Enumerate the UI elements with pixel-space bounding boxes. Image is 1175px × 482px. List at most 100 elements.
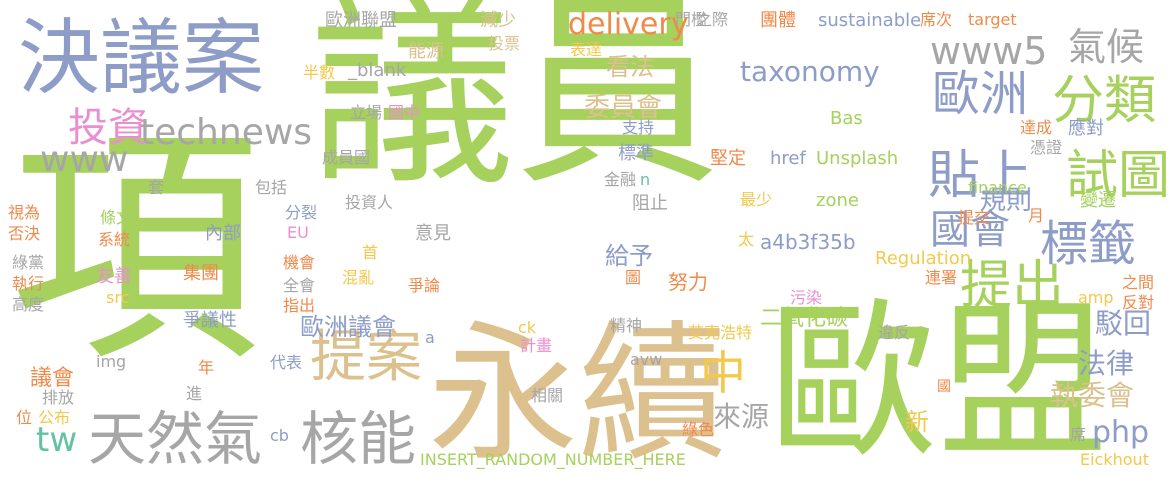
cloud-word: 國會 — [930, 207, 1010, 253]
cloud-word: img — [96, 352, 127, 371]
cloud-word: 執委會 — [1050, 379, 1135, 412]
cloud-word: 貼上 — [928, 146, 1033, 206]
cloud-word: a4b3f35b — [760, 230, 856, 254]
cloud-word: Unsplash — [816, 148, 899, 169]
cloud-word: 反對 — [1122, 293, 1155, 312]
cloud-word: 精神 — [610, 316, 643, 335]
cloud-word: 圖 — [625, 268, 642, 287]
cloud-word: 變遷 — [1080, 190, 1116, 211]
cloud-word: 機會 — [283, 253, 316, 272]
cloud-word: 執行 — [12, 274, 45, 293]
cloud-word: 最少 — [740, 190, 773, 209]
cloud-word: 憑證 — [1030, 138, 1063, 157]
cloud-word: _blank — [348, 60, 407, 81]
cloud-word: 國 — [937, 379, 951, 395]
cloud-word: finance — [968, 178, 1027, 197]
cloud-word: 減少 — [480, 10, 516, 31]
cloud-word: 高度 — [12, 295, 45, 314]
cloud-word: 來源 — [713, 400, 770, 433]
cloud-word: 項 — [10, 104, 260, 395]
cloud-word: 指出 — [283, 296, 316, 315]
cloud-word: 門檻 — [675, 10, 708, 29]
cloud-word: 內部 — [205, 223, 241, 244]
cloud-word: technews — [140, 112, 313, 153]
cloud-word: 支持 — [622, 118, 655, 137]
cloud-word: 代表 — [270, 353, 303, 372]
cloud-word: delivery — [568, 7, 689, 42]
cloud-word: href — [770, 148, 806, 169]
cloud-word: 包括 — [255, 178, 288, 197]
cloud-word: 席 — [1070, 425, 1087, 444]
cloud-word: 排放 — [42, 388, 75, 407]
cloud-word: 金融 — [604, 170, 637, 189]
cloud-word: 連署 — [925, 268, 958, 287]
cloud-word: 違反 — [878, 323, 911, 342]
cloud-word: 歐洲議會 — [300, 313, 396, 341]
cloud-word: 投資人 — [345, 193, 394, 212]
cloud-word: src — [106, 288, 130, 307]
cloud-word: 分裂 — [285, 203, 318, 222]
cloud-word: 太 — [738, 230, 755, 249]
cloud-word: 爭議性 — [183, 310, 237, 331]
cloud-word: 團體 — [760, 10, 796, 31]
cloud-word: 首 — [362, 243, 379, 262]
cloud-word: Eickhout — [1080, 450, 1149, 469]
cloud-word: 條文 — [100, 208, 133, 227]
cloud-word: 提出 — [960, 256, 1065, 316]
cloud-word: 提案 — [310, 325, 422, 390]
cloud-word: php — [1092, 415, 1150, 450]
cloud-word: 全會 — [283, 276, 316, 295]
cloud-word: 套 — [148, 178, 165, 197]
cloud-word: 集團 — [183, 263, 219, 284]
cloud-word: 半數 — [303, 63, 336, 82]
cloud-word: 意見 — [415, 223, 451, 244]
cloud-word: 年 — [198, 358, 215, 377]
cloud-word: 進 — [186, 384, 203, 403]
cloud-word: 席次 — [920, 10, 953, 29]
cloud-word: 努力 — [668, 270, 708, 294]
cloud-word: 議員 — [310, 0, 720, 213]
cloud-word: 提交 — [958, 208, 991, 227]
cloud-word: target — [968, 10, 1017, 29]
cloud-word: 混亂 — [342, 268, 375, 287]
cloud-word: 天然氣 — [88, 405, 263, 473]
cloud-word: Regulation — [875, 248, 972, 269]
cloud-word: www — [40, 139, 129, 180]
cloud-word: 之際 — [696, 10, 729, 29]
cloud-word: avw — [630, 350, 663, 369]
cloud-word: 歐洲聯盟 — [325, 10, 397, 31]
cloud-word: 二氧化碳 — [760, 306, 849, 331]
cloud-word: 投資 — [68, 105, 148, 151]
cloud-word: 堅定 — [710, 148, 746, 169]
cloud-word: 投票 — [488, 34, 521, 53]
cloud-word: 應對 — [1068, 118, 1104, 139]
cloud-word: 立場 — [350, 103, 383, 122]
cloud-word: 相關 — [531, 386, 564, 405]
cloud-word: 友善 — [96, 266, 132, 287]
cloud-word: 計畫 — [520, 336, 553, 355]
cloud-word: 表達 — [570, 40, 603, 59]
cloud-word: 阻止 — [632, 193, 668, 214]
cloud-word: 公布 — [38, 408, 71, 427]
cloud-word: 月 — [1028, 206, 1045, 225]
cloud-word: cb — [270, 426, 289, 445]
cloud-word: taxonomy — [740, 55, 880, 88]
cloud-word: n — [640, 170, 651, 189]
cloud-word: INSERT_RANDOM_NUMBER_HERE — [420, 450, 686, 469]
cloud-word: 委員會 — [584, 93, 663, 123]
cloud-word: 歐盟 — [768, 284, 1109, 482]
cloud-word: 議會 — [30, 366, 75, 391]
cloud-word: 污染 — [790, 288, 823, 307]
cloud-word: 爭論 — [408, 276, 441, 295]
cloud-word: 綠黨 — [12, 253, 45, 272]
cloud-word: EU — [287, 223, 309, 242]
cloud-word: 否決 — [8, 224, 41, 243]
cloud-word: 給予 — [605, 242, 653, 270]
cloud-word: 能源 — [408, 41, 444, 62]
cloud-word: 達成 — [1020, 118, 1053, 137]
cloud-word: 綠色 — [682, 420, 715, 439]
cloud-word: 分類 — [1052, 71, 1157, 131]
cloud-word: 駁回 — [1095, 307, 1152, 340]
cloud-word: 之間 — [1122, 273, 1155, 292]
